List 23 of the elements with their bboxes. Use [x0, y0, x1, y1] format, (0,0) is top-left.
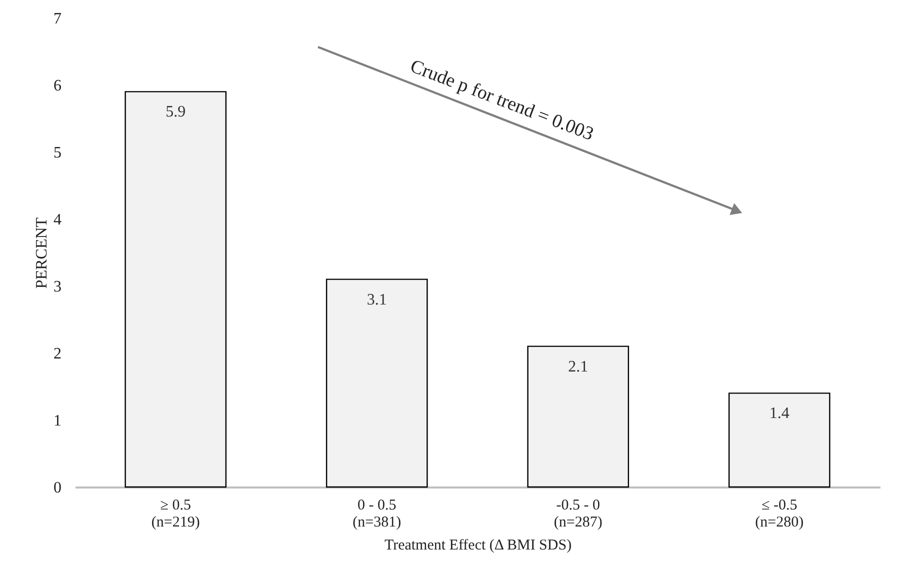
x-tick-label: ≤ -0.5 (n=280)	[755, 498, 804, 530]
bar	[326, 278, 428, 488]
x-tick-label: 0 - 0.5 (n=381)	[352, 498, 402, 530]
data-label: 1.4	[769, 405, 790, 422]
y-axis-title: PERCENT	[34, 217, 50, 289]
y-tick-label: 2	[54, 346, 62, 362]
y-tick-label: 6	[54, 78, 62, 94]
y-tick-label: 4	[54, 212, 62, 228]
data-label: 5.9	[166, 104, 186, 121]
bar	[527, 346, 630, 488]
y-tick-label: 7	[54, 10, 62, 28]
y-tick-label: 5	[54, 144, 62, 162]
x-tick-label: ≥ 0.5 (n=219)	[151, 498, 200, 530]
annotation: Crude p for trend = 0.003	[407, 56, 596, 146]
x-axis-title: Treatment Effect (Δ BMI SDS)	[384, 538, 572, 554]
data-label: 2.1	[568, 358, 588, 376]
y-tick-label: 0	[54, 480, 62, 496]
bar	[728, 392, 830, 488]
bar	[124, 91, 227, 488]
data-label: 3.1	[366, 291, 387, 308]
x-tick-label: -0.5 - 0 (n=287)	[554, 498, 602, 530]
y-tick-label: 3	[54, 278, 62, 296]
y-tick-label: 1	[54, 412, 62, 430]
